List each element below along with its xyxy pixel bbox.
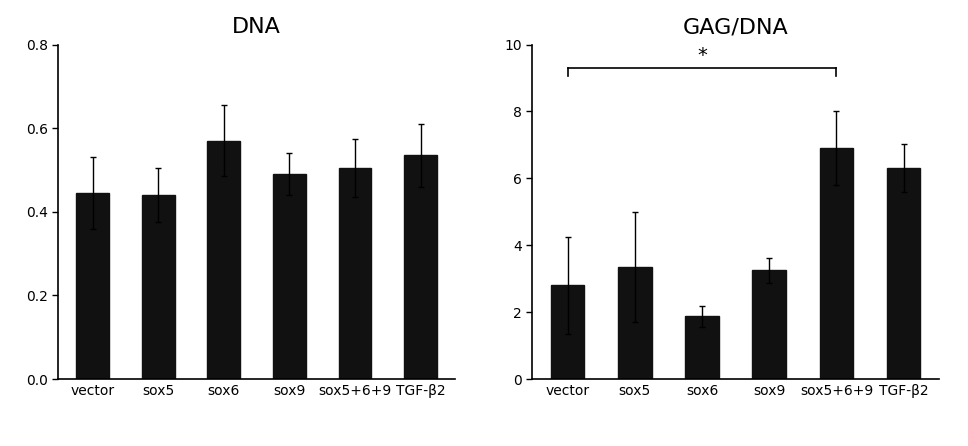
Bar — [141, 195, 174, 379]
Bar — [551, 285, 585, 379]
Text: *: * — [697, 46, 707, 65]
Bar — [273, 174, 306, 379]
Bar — [76, 193, 109, 379]
Bar — [207, 141, 240, 379]
Bar — [752, 270, 786, 379]
Bar — [404, 155, 437, 379]
Title: GAG/DNA: GAG/DNA — [682, 17, 789, 37]
Title: DNA: DNA — [232, 17, 281, 37]
Bar — [820, 148, 853, 379]
Bar — [619, 267, 651, 379]
Bar — [887, 168, 921, 379]
Bar — [685, 316, 719, 379]
Bar — [339, 168, 372, 379]
